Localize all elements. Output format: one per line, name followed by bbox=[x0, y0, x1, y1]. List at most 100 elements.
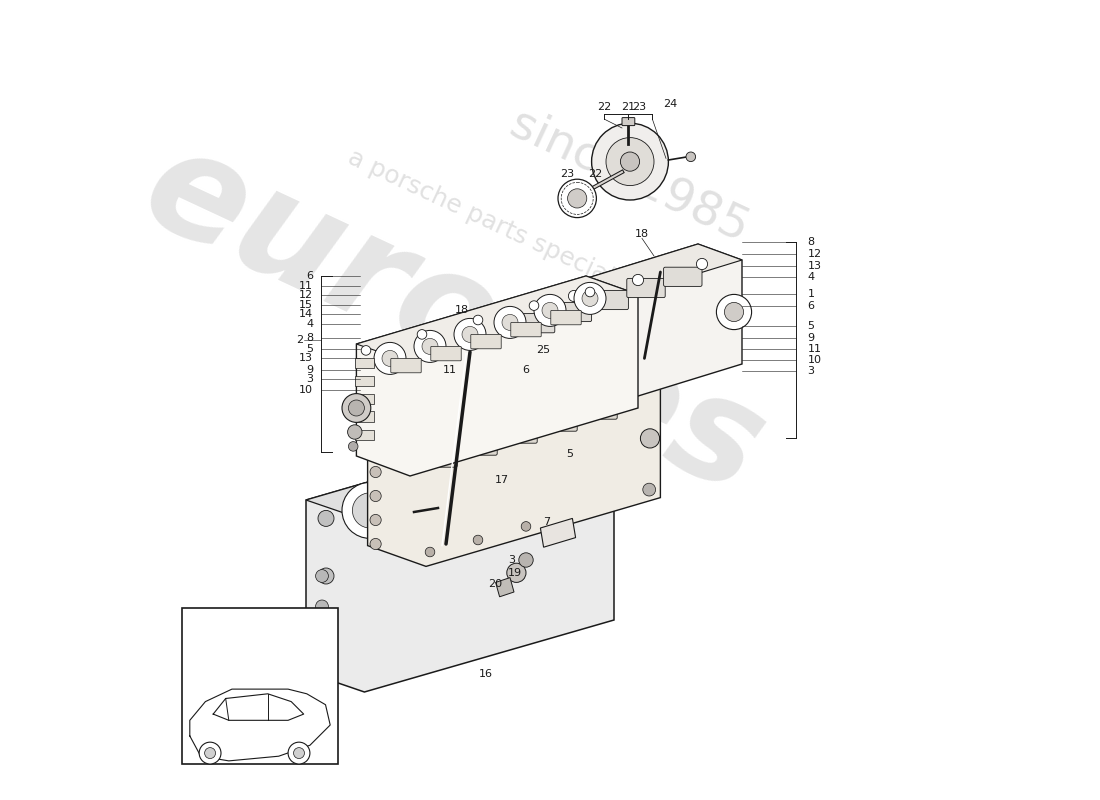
Circle shape bbox=[370, 514, 382, 526]
Circle shape bbox=[462, 326, 478, 342]
Circle shape bbox=[716, 294, 751, 330]
FancyBboxPatch shape bbox=[551, 310, 581, 325]
Circle shape bbox=[542, 302, 558, 318]
Bar bbox=[355, 376, 374, 386]
FancyBboxPatch shape bbox=[516, 314, 554, 333]
Text: 6: 6 bbox=[807, 301, 815, 310]
Circle shape bbox=[542, 391, 554, 402]
Text: 6: 6 bbox=[522, 365, 529, 374]
Text: 14: 14 bbox=[299, 310, 314, 319]
Circle shape bbox=[592, 123, 669, 200]
FancyBboxPatch shape bbox=[621, 118, 635, 126]
Circle shape bbox=[454, 318, 486, 350]
Polygon shape bbox=[367, 358, 660, 566]
Circle shape bbox=[582, 290, 598, 306]
Text: 22: 22 bbox=[597, 102, 612, 112]
Text: 23: 23 bbox=[560, 170, 574, 179]
Circle shape bbox=[370, 538, 382, 550]
Polygon shape bbox=[356, 276, 638, 362]
Text: 25: 25 bbox=[537, 346, 551, 355]
Circle shape bbox=[405, 477, 440, 512]
Text: europes: europes bbox=[123, 115, 785, 525]
Circle shape bbox=[519, 553, 534, 567]
Circle shape bbox=[316, 600, 329, 613]
Circle shape bbox=[288, 742, 310, 764]
Circle shape bbox=[527, 385, 538, 396]
Circle shape bbox=[620, 152, 639, 171]
Text: 11: 11 bbox=[443, 365, 456, 374]
Text: 10: 10 bbox=[807, 355, 822, 365]
Circle shape bbox=[352, 493, 387, 528]
Ellipse shape bbox=[476, 395, 515, 421]
Text: 4: 4 bbox=[807, 272, 815, 282]
Text: 23: 23 bbox=[632, 102, 647, 112]
Bar bbox=[355, 394, 374, 404]
Circle shape bbox=[473, 535, 483, 545]
Text: 5: 5 bbox=[565, 450, 573, 459]
Polygon shape bbox=[306, 428, 614, 520]
Text: 3: 3 bbox=[508, 555, 515, 565]
FancyBboxPatch shape bbox=[471, 334, 502, 349]
FancyBboxPatch shape bbox=[553, 302, 592, 322]
Circle shape bbox=[316, 570, 329, 582]
Circle shape bbox=[422, 338, 438, 354]
Text: 18: 18 bbox=[635, 229, 649, 238]
Circle shape bbox=[390, 427, 402, 438]
Text: 22: 22 bbox=[588, 170, 603, 179]
Circle shape bbox=[437, 413, 448, 424]
Circle shape bbox=[529, 301, 539, 310]
FancyBboxPatch shape bbox=[419, 448, 458, 467]
FancyBboxPatch shape bbox=[498, 424, 537, 443]
Circle shape bbox=[496, 434, 552, 490]
FancyBboxPatch shape bbox=[510, 322, 541, 337]
Text: 4: 4 bbox=[306, 319, 313, 329]
Polygon shape bbox=[498, 244, 742, 426]
Text: 12: 12 bbox=[807, 250, 822, 259]
Circle shape bbox=[452, 419, 463, 430]
Circle shape bbox=[407, 434, 418, 445]
Circle shape bbox=[318, 616, 334, 632]
Text: 1: 1 bbox=[807, 290, 815, 299]
Circle shape bbox=[507, 445, 542, 480]
Circle shape bbox=[342, 394, 371, 422]
Text: 24: 24 bbox=[663, 99, 678, 109]
Polygon shape bbox=[540, 518, 575, 547]
Ellipse shape bbox=[521, 381, 559, 406]
Text: 2: 2 bbox=[297, 335, 304, 345]
Text: 6: 6 bbox=[306, 271, 313, 281]
Circle shape bbox=[342, 482, 398, 538]
Text: 12: 12 bbox=[299, 290, 314, 300]
Text: 5: 5 bbox=[807, 322, 815, 331]
Circle shape bbox=[370, 490, 382, 502]
Circle shape bbox=[521, 522, 531, 531]
FancyBboxPatch shape bbox=[459, 436, 497, 455]
Text: 5: 5 bbox=[306, 344, 313, 354]
Circle shape bbox=[642, 483, 656, 496]
Circle shape bbox=[686, 152, 695, 162]
Ellipse shape bbox=[386, 423, 424, 449]
Text: 10: 10 bbox=[299, 385, 314, 394]
Text: 8: 8 bbox=[807, 237, 815, 246]
Polygon shape bbox=[367, 358, 660, 447]
Circle shape bbox=[585, 287, 595, 297]
Circle shape bbox=[456, 461, 492, 496]
Circle shape bbox=[349, 442, 358, 451]
Text: 9: 9 bbox=[807, 333, 815, 342]
Text: 11: 11 bbox=[807, 344, 822, 354]
Text: 20: 20 bbox=[488, 579, 503, 589]
Circle shape bbox=[696, 258, 707, 270]
Circle shape bbox=[558, 179, 596, 218]
Circle shape bbox=[394, 466, 450, 522]
Circle shape bbox=[417, 330, 427, 339]
Circle shape bbox=[370, 466, 382, 478]
Bar bbox=[355, 358, 374, 368]
Bar bbox=[182, 608, 338, 764]
Circle shape bbox=[473, 315, 483, 325]
Circle shape bbox=[632, 274, 644, 286]
Text: 7: 7 bbox=[543, 517, 550, 526]
Text: 21: 21 bbox=[621, 102, 636, 112]
Text: 13: 13 bbox=[299, 354, 314, 363]
Circle shape bbox=[494, 306, 526, 338]
Circle shape bbox=[318, 568, 334, 584]
Circle shape bbox=[349, 400, 364, 416]
